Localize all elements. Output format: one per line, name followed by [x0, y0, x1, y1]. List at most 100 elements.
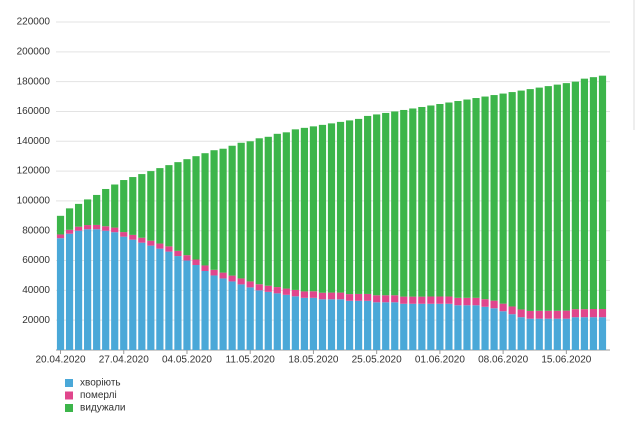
bar-segment: [382, 295, 390, 303]
bar-segment: [598, 309, 607, 318]
bar-segment: [318, 299, 327, 350]
y-tick-label: 40000: [22, 285, 50, 296]
bar-segment: [165, 251, 173, 350]
bar-segment: [364, 115, 372, 294]
bar-segment: [472, 98, 480, 298]
bar-segment: [553, 84, 561, 311]
bar-segment: [120, 236, 128, 350]
bar-segment: [562, 83, 570, 311]
bar-segment: [246, 287, 254, 350]
bar-segment: [282, 288, 290, 295]
bar-segment: [138, 242, 146, 350]
bar-segment: [517, 90, 525, 310]
bar-segment: [345, 120, 354, 295]
x-tick-label: 15.06.2020: [541, 355, 591, 366]
bar-segment: [65, 208, 74, 230]
bar-segment: [400, 109, 408, 297]
bar-segment: [300, 297, 309, 350]
bar-segment: [354, 300, 363, 350]
y-tick-label: 220000: [17, 17, 51, 28]
bar-segment: [237, 278, 245, 285]
bar-segment: [418, 296, 426, 304]
bar-segment: [219, 272, 227, 279]
bar-segment: [499, 93, 507, 304]
bar-segment: [427, 105, 435, 297]
bar-segment: [418, 303, 426, 350]
bar-segment: [481, 306, 489, 350]
bar-segment: [382, 112, 390, 296]
bar-segment: [174, 256, 182, 350]
bar-segment: [562, 318, 570, 350]
bar-segment: [445, 303, 453, 350]
x-tick-label: 27.04.2020: [99, 355, 149, 366]
bar-segment: [517, 309, 525, 318]
bar-segment: [228, 281, 236, 350]
bar-segment: [526, 310, 534, 319]
bar-segment: [228, 275, 236, 282]
bar-segment: [336, 292, 345, 300]
bar-segment: [490, 300, 498, 309]
bar-segment: [282, 294, 290, 350]
bar-segment: [273, 287, 281, 294]
bar-segment: [291, 129, 299, 290]
bar-segment: [309, 126, 318, 292]
bar-segment: [490, 95, 498, 301]
bar-segment: [129, 234, 137, 240]
bar-segment: [102, 230, 110, 350]
bar-segment: [183, 260, 191, 350]
bar-segment: [354, 118, 363, 294]
bar-segment: [490, 308, 498, 350]
bar-segment: [219, 148, 227, 273]
bar-segment: [336, 121, 345, 293]
bar-segment: [544, 86, 552, 311]
x-tick-label: 25.05.2020: [352, 355, 402, 366]
bar-segment: [282, 132, 290, 289]
bar-segment: [56, 215, 65, 235]
bar-segment: [210, 150, 218, 270]
bar-segment: [571, 309, 579, 318]
bar-segment: [454, 101, 462, 298]
y-tick-label: 80000: [22, 225, 50, 236]
legend-label: померлі: [80, 390, 117, 401]
bar-segment: [373, 295, 381, 303]
bar-segment: [192, 265, 200, 350]
bar-segment: [74, 226, 83, 231]
y-tick-label: 160000: [17, 106, 51, 117]
bar-segment: [201, 153, 209, 266]
bar-segment: [309, 291, 318, 298]
bar-segment: [255, 138, 263, 285]
bar-segment: [246, 141, 254, 282]
bar-segment: [93, 229, 101, 350]
bar-segment: [327, 292, 336, 300]
y-tick-label: 20000: [22, 315, 50, 326]
bar-segment: [174, 250, 182, 257]
bar-segment: [517, 317, 525, 350]
bar-segment: [409, 296, 417, 304]
bar-segment: [391, 111, 399, 296]
bar-segment: [535, 318, 543, 350]
bar-segment: [174, 162, 182, 251]
bar-segment: [472, 305, 480, 350]
bar-segment: [201, 265, 209, 271]
bar-segment: [472, 297, 480, 306]
bar-segment: [102, 188, 110, 227]
bar-segment: [84, 229, 92, 350]
bar-segment: [400, 296, 408, 304]
bar-segment: [138, 237, 146, 243]
bar-segment: [165, 246, 173, 252]
bar-segment: [74, 203, 83, 227]
legend-swatch: [65, 404, 73, 412]
bar-segment: [589, 309, 598, 318]
bar-segment: [589, 77, 598, 309]
bar-segment: [264, 136, 272, 286]
legend-label: хворіють: [80, 378, 121, 389]
legend-label: видужали: [80, 403, 126, 414]
bar-segment: [354, 293, 363, 301]
bar-segment: [102, 226, 110, 231]
bar-segment: [84, 225, 92, 230]
bar-segment: [391, 295, 399, 303]
bar-segment: [336, 299, 345, 350]
bar-segment: [129, 177, 137, 235]
bar-segment: [562, 310, 570, 319]
